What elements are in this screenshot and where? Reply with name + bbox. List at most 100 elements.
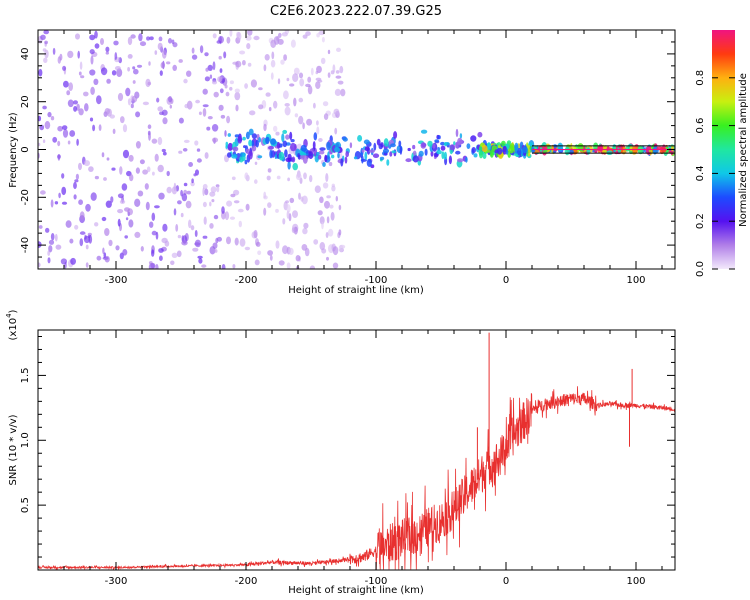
heat-cell	[236, 31, 242, 41]
heat-cell	[216, 40, 222, 44]
heat-cell	[276, 175, 281, 180]
heat-cell	[656, 146, 663, 150]
heat-cell	[219, 88, 224, 94]
heat-cell	[244, 83, 249, 89]
heat-cell	[210, 186, 217, 194]
heat-cell	[238, 220, 242, 228]
heat-cell	[89, 117, 94, 122]
heat-cell	[206, 126, 211, 131]
heat-cell	[313, 132, 318, 141]
heat-cell	[47, 111, 52, 118]
heat-cell	[275, 240, 280, 249]
heat-cell	[202, 104, 209, 108]
colorbar-tick-label: 0.0	[695, 261, 706, 277]
heat-cell	[466, 143, 471, 150]
colorbar-label: Normalized spectral amplitude	[738, 73, 749, 227]
heat-cell	[391, 150, 397, 154]
heat-cell	[140, 246, 144, 252]
heat-cell	[204, 188, 209, 196]
heat-cell	[263, 191, 267, 199]
heat-cell	[349, 142, 353, 149]
heat-cell	[151, 249, 155, 257]
heat-cell	[319, 147, 326, 151]
heat-cell	[166, 170, 170, 177]
heat-cell	[336, 47, 341, 52]
heat-cell	[497, 145, 502, 149]
heat-cell	[38, 68, 43, 77]
heat-cell	[58, 192, 61, 199]
heat-cell	[286, 77, 290, 82]
heat-cell	[324, 154, 328, 163]
heat-cell	[318, 138, 323, 142]
heat-cell	[117, 218, 121, 227]
heat-cell	[293, 67, 300, 76]
x-tick-label: -200	[235, 275, 258, 286]
heat-cell	[441, 151, 445, 160]
heat-cell	[270, 138, 277, 145]
heat-cell	[325, 173, 329, 182]
heat-cell	[127, 67, 130, 72]
heat-cell	[328, 161, 333, 167]
heat-cell	[326, 216, 330, 224]
heat-cell	[182, 148, 188, 152]
heat-cell	[170, 260, 175, 266]
heat-cell	[267, 168, 272, 173]
heat-cell	[267, 250, 273, 256]
heat-cell	[242, 152, 246, 157]
heat-cell	[135, 111, 141, 118]
heat-cell	[142, 101, 149, 106]
heat-cell	[226, 115, 231, 124]
heat-cell	[398, 140, 402, 147]
heat-cell	[357, 135, 363, 142]
heat-cell	[253, 229, 258, 239]
heat-cell	[593, 142, 599, 151]
heat-cell	[487, 149, 491, 153]
heat-cell	[298, 192, 301, 200]
heat-cell	[288, 247, 294, 255]
heat-cell	[618, 144, 623, 149]
heat-cell	[337, 152, 340, 159]
heat-cell	[94, 175, 99, 180]
heat-cell	[335, 75, 342, 79]
heat-cell	[146, 166, 151, 173]
heat-cell	[246, 43, 251, 50]
heat-cell	[157, 136, 163, 146]
heat-cell	[424, 148, 428, 156]
heat-cell	[202, 108, 207, 117]
heat-cell	[494, 149, 499, 153]
heat-cell	[319, 216, 325, 225]
heat-cell	[70, 257, 76, 265]
heat-cell	[340, 88, 346, 97]
heat-cell	[332, 246, 339, 256]
heat-cell	[73, 106, 78, 112]
heat-cell	[195, 99, 201, 104]
colorbar-tick-label: 0.4	[695, 165, 706, 181]
heat-cell	[322, 101, 329, 107]
heat-cell	[440, 141, 445, 146]
heat-cell	[275, 208, 279, 213]
heat-cell	[162, 223, 168, 232]
heat-cell	[111, 70, 117, 76]
heat-cell	[270, 39, 277, 48]
heat-cell	[239, 238, 246, 247]
heat-cell	[127, 36, 133, 46]
heat-cell	[234, 237, 239, 246]
heat-cell	[38, 225, 43, 229]
heat-cell	[316, 65, 322, 74]
heat-cell	[197, 255, 203, 259]
heat-cell	[386, 159, 390, 166]
heat-cell	[325, 232, 329, 238]
heat-cell	[202, 201, 207, 208]
heat-cell	[338, 229, 342, 236]
heat-cell	[235, 104, 239, 112]
heat-cell	[542, 146, 548, 150]
heat-cell	[221, 206, 225, 214]
heat-cell	[106, 78, 111, 84]
heat-cell	[363, 139, 370, 145]
heat-cell	[331, 185, 336, 192]
heat-cell	[183, 78, 188, 84]
heat-cell	[198, 258, 203, 264]
heat-cell	[299, 150, 305, 156]
heat-cell	[243, 145, 247, 149]
heat-cell	[292, 162, 299, 171]
